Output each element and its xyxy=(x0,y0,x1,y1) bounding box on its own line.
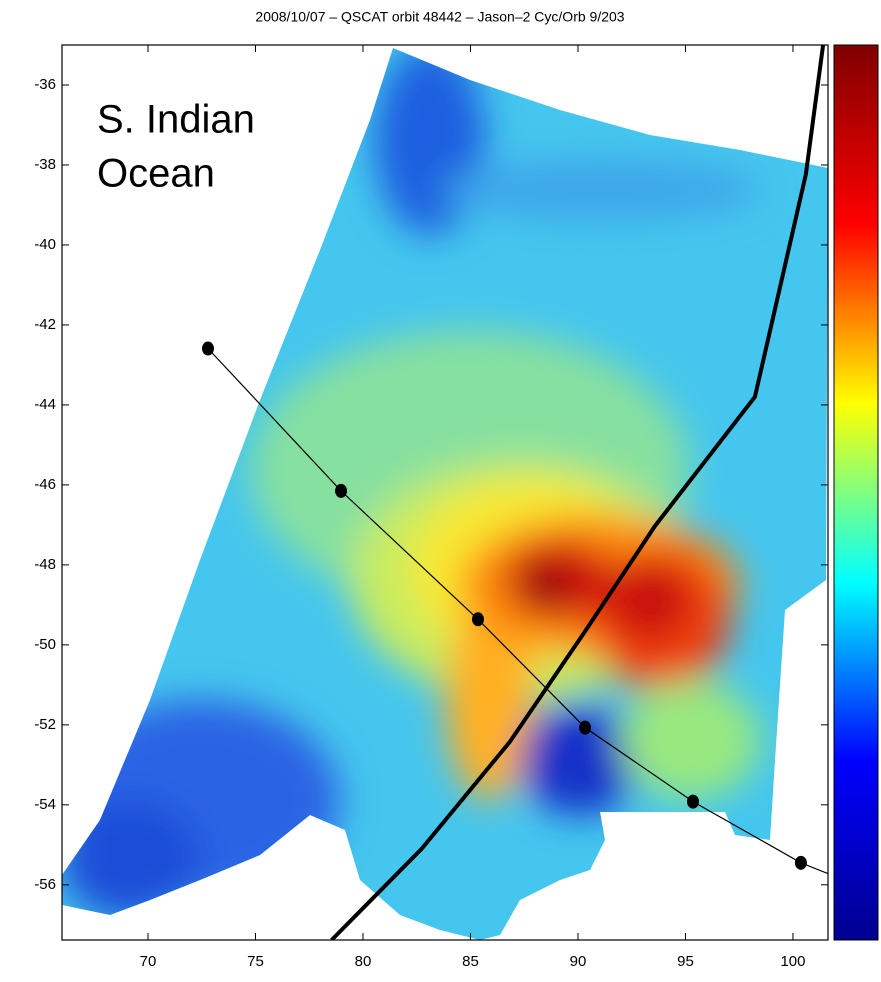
y-tick-label: -54 xyxy=(34,796,56,813)
y-tick-label: -56 xyxy=(34,876,56,893)
y-tick-label: -42 xyxy=(34,316,56,333)
track-point xyxy=(201,341,214,356)
y-tick-label: -40 xyxy=(34,236,56,253)
y-tick-label: -36 xyxy=(34,76,56,93)
x-tick-label: 80 xyxy=(355,953,372,970)
track-line xyxy=(330,45,826,940)
track-point xyxy=(579,720,592,735)
y-tick-label: -44 xyxy=(34,396,56,413)
x-tick-label: 70 xyxy=(140,953,157,970)
x-tick-label: 95 xyxy=(677,953,694,970)
track-point xyxy=(794,855,807,870)
y-tick-label: -52 xyxy=(34,716,56,733)
track-point xyxy=(335,483,348,498)
x-tick-label: 100 xyxy=(780,953,805,970)
track-point xyxy=(686,794,699,809)
x-tick-label: 75 xyxy=(247,953,264,970)
chart-title: 2008/10/07 – QSCAT orbit 48442 – Jason–2… xyxy=(255,9,624,25)
annotation: S. Indian xyxy=(97,98,255,142)
x-tick-label: 90 xyxy=(570,953,587,970)
wind-field xyxy=(62,48,828,940)
plot-frame xyxy=(61,44,829,941)
y-tick-label: -46 xyxy=(34,476,56,493)
y-tick-label: -38 xyxy=(34,156,56,173)
x-tick-label: 85 xyxy=(462,953,479,970)
track-point xyxy=(472,612,485,627)
y-tick-label: -50 xyxy=(34,636,56,653)
colorbar xyxy=(833,44,879,941)
annotation: Ocean xyxy=(97,152,215,196)
y-tick-label: -48 xyxy=(34,556,56,573)
